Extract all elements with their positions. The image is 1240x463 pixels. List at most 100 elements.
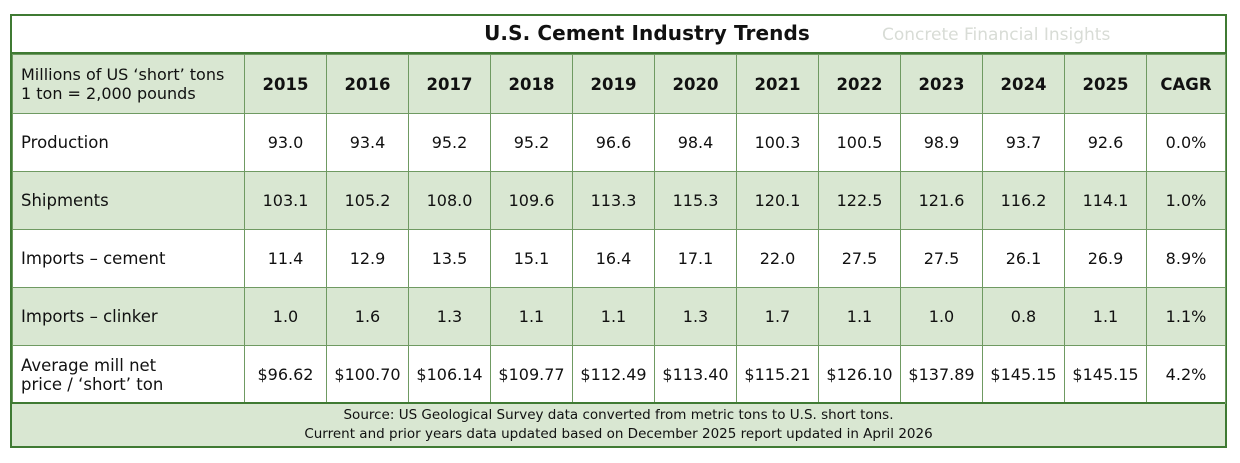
units-label: Millions of US ‘short’ tons [21,65,225,84]
value-cell-2015: 93.0 [244,113,327,172]
value-cell-cagr: 4.2% [1146,345,1226,404]
value-cell-2020: $113.40 [654,345,737,404]
table-row: Average mill net price / ‘short’ ton $96.6… [12,345,1226,404]
value-cell-2023: 1.0 [900,287,983,346]
column-header-cagr: CAGR [1146,54,1226,114]
value-cell-2021: 120.1 [736,171,819,230]
column-header-2023: 2023 [900,54,983,114]
conversion-label: 1 ton = 2,000 pounds [21,84,196,103]
column-header-2018: 2018 [490,54,573,114]
value-cell-2025: 1.1 [1064,287,1147,346]
value-cell-2024: $145.15 [982,345,1065,404]
source-footer: Source: US Geological Survey data conver… [12,402,1225,446]
value-cell-2024: 0.8 [982,287,1065,346]
row-label-line: Production [21,133,109,152]
value-cell-2022: 122.5 [818,171,901,230]
value-cell-2021: 100.3 [736,113,819,172]
value-cell-2019: 16.4 [572,229,655,288]
title-bar: U.S. Cement Industry Trends Concrete Fin… [12,16,1225,54]
watermark-text: Concrete Financial Insights [882,25,1111,45]
column-header-2021: 2021 [736,54,819,114]
value-cell-2018: 95.2 [490,113,573,172]
column-header-2015: 2015 [244,54,327,114]
value-cell-2022: $126.10 [818,345,901,404]
column-header-2017: 2017 [408,54,491,114]
column-header-2016: 2016 [326,54,409,114]
source-note: Source: US Geological Survey data conver… [343,407,894,423]
value-cell-2017: $106.14 [408,345,491,404]
table-row: Imports – clinker 1.0 1.6 1.3 1.1 1.1 1.3 1.7 1.… [12,287,1226,346]
value-cell-2022: 27.5 [818,229,901,288]
value-cell-2018: 15.1 [490,229,573,288]
value-cell-2019: 113.3 [572,171,655,230]
value-cell-2018: 1.1 [490,287,573,346]
value-cell-2017: 13.5 [408,229,491,288]
cement-trends-table: Millions of US ‘short’ tons 1 ton = 2,000… [12,54,1226,404]
value-cell-2024: 26.1 [982,229,1065,288]
row-label: Imports – cement [12,229,245,288]
row-label-line: Average mill net [21,355,157,375]
value-cell-2025: 92.6 [1064,113,1147,172]
value-cell-2018: $109.77 [490,345,573,404]
value-cell-2016: $100.70 [326,345,409,404]
value-cell-2023: 121.6 [900,171,983,230]
column-header-2024: 2024 [982,54,1065,114]
table-title: U.S. Cement Industry Trends [484,21,810,45]
row-label-line: price / ‘short’ ton [21,374,164,394]
value-cell-2015: $96.62 [244,345,327,404]
row-label: Average mill net price / ‘short’ ton [12,345,245,404]
column-header-2020: 2020 [654,54,737,114]
value-cell-2025: 114.1 [1064,171,1147,230]
value-cell-2025: 26.9 [1064,229,1147,288]
value-cell-2020: 115.3 [654,171,737,230]
value-cell-2019: $112.49 [572,345,655,404]
value-cell-2017: 1.3 [408,287,491,346]
value-cell-2023: 27.5 [900,229,983,288]
value-cell-2016: 12.9 [326,229,409,288]
value-cell-2019: 96.6 [572,113,655,172]
value-cell-2020: 1.3 [654,287,737,346]
value-cell-2025: $145.15 [1064,345,1147,404]
value-cell-2016: 1.6 [326,287,409,346]
value-cell-2016: 105.2 [326,171,409,230]
value-cell-2017: 95.2 [408,113,491,172]
row-label: Shipments [12,171,245,230]
value-cell-2020: 98.4 [654,113,737,172]
value-cell-2021: 22.0 [736,229,819,288]
value-cell-2015: 1.0 [244,287,327,346]
table-row: Production 93.0 93.4 95.2 95.2 96.6 98.4 100.3 1… [12,113,1226,172]
value-cell-2021: 1.7 [736,287,819,346]
value-cell-2021: $115.21 [736,345,819,404]
header-label-cell: Millions of US ‘short’ tons 1 ton = 2,000… [12,54,245,114]
row-label: Imports – clinker [12,287,245,346]
header-row: Millions of US ‘short’ tons 1 ton = 2,000… [12,54,1226,114]
value-cell-2015: 103.1 [244,171,327,230]
row-label: Production [12,113,245,172]
column-header-2019: 2019 [572,54,655,114]
value-cell-cagr: 0.0% [1146,113,1226,172]
value-cell-2022: 100.5 [818,113,901,172]
row-label-line: Shipments [21,191,109,210]
table-frame: U.S. Cement Industry Trends Concrete Fin… [10,14,1227,448]
value-cell-2023: 98.9 [900,113,983,172]
column-header-2025: 2025 [1064,54,1147,114]
value-cell-cagr: 1.1% [1146,287,1226,346]
column-header-2022: 2022 [818,54,901,114]
table-row: Shipments 103.1 105.2 108.0 109.6 113.3 115.3 1… [12,171,1226,230]
value-cell-2019: 1.1 [572,287,655,346]
row-label-line: Imports – cement [21,249,166,268]
value-cell-cagr: 1.0% [1146,171,1226,230]
value-cell-2017: 108.0 [408,171,491,230]
value-cell-2015: 11.4 [244,229,327,288]
value-cell-2023: $137.89 [900,345,983,404]
value-cell-2022: 1.1 [818,287,901,346]
table-row: Imports – cement 11.4 12.9 13.5 15.1 16.4 17.1… [12,229,1226,288]
value-cell-2016: 93.4 [326,113,409,172]
update-note: Current and prior years data updated bas… [304,426,933,442]
value-cell-cagr: 8.9% [1146,229,1226,288]
value-cell-2024: 116.2 [982,171,1065,230]
value-cell-2020: 17.1 [654,229,737,288]
value-cell-2018: 109.6 [490,171,573,230]
value-cell-2024: 93.7 [982,113,1065,172]
row-label-line: Imports – clinker [21,307,158,326]
